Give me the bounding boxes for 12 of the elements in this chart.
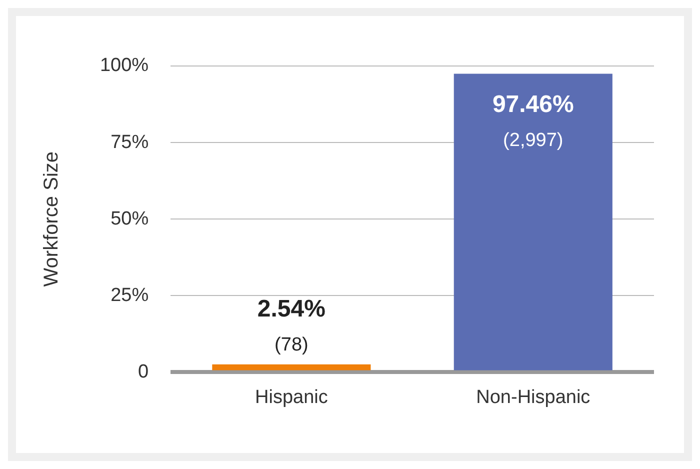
annotation: (2,997): [503, 130, 564, 151]
y-tick-label: 100%: [100, 55, 149, 76]
y-tick-label: 0: [138, 361, 149, 382]
x-tick-label: Non-Hispanic: [476, 386, 590, 408]
data-label: 97.46%: [492, 90, 574, 118]
annotation: (78): [274, 334, 308, 356]
y-axis-title: Workforce Size: [40, 151, 63, 287]
y-tick-label: 25%: [110, 284, 149, 306]
data-label: 2.54%: [257, 295, 326, 322]
x-tick-label: Hispanic: [255, 386, 328, 408]
y-tick-label: 75%: [110, 132, 149, 153]
y-tick-label: 50%: [110, 208, 149, 230]
